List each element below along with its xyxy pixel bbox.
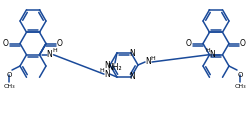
Text: H: H: [52, 48, 57, 53]
Text: N: N: [104, 70, 110, 79]
Text: O: O: [57, 39, 63, 48]
Text: O: O: [237, 72, 243, 78]
Text: H: H: [205, 48, 210, 53]
Text: O: O: [240, 39, 246, 48]
Text: H: H: [100, 68, 104, 73]
Text: N: N: [104, 61, 110, 70]
Text: N: N: [210, 50, 215, 59]
Text: N: N: [129, 72, 135, 81]
Text: O: O: [3, 39, 9, 48]
Text: NH₂: NH₂: [108, 63, 122, 72]
Text: N: N: [47, 50, 52, 59]
Text: N: N: [145, 58, 151, 67]
Text: CH₃: CH₃: [234, 84, 246, 88]
Text: CH₃: CH₃: [3, 84, 15, 88]
Text: N: N: [129, 49, 135, 58]
Text: O: O: [6, 72, 12, 78]
Text: O: O: [186, 39, 192, 48]
Text: H: H: [151, 55, 155, 61]
